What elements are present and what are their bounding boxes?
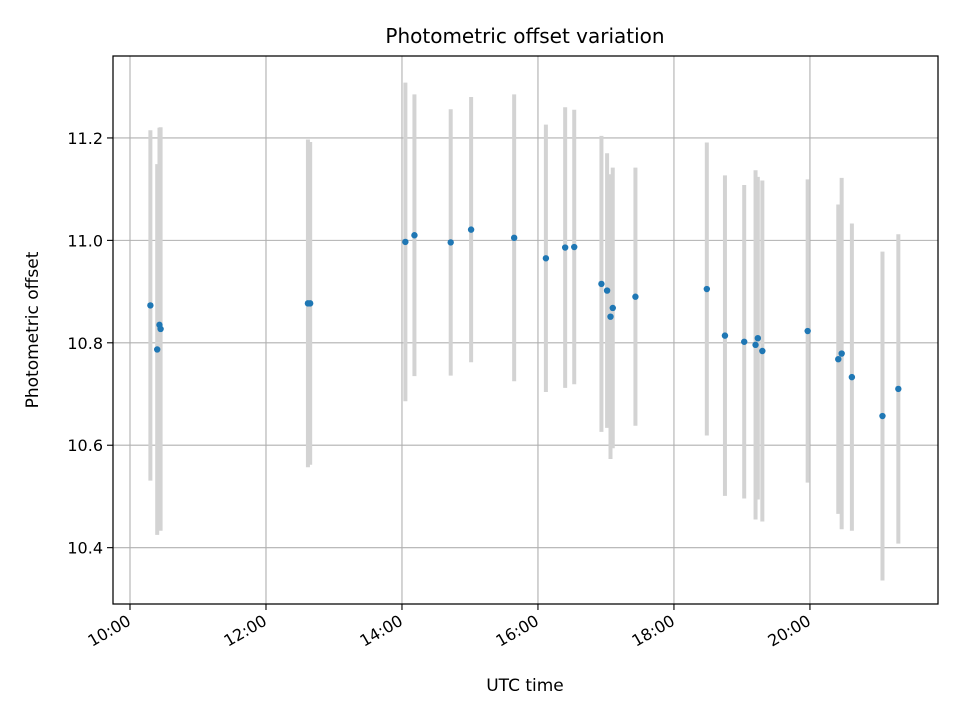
y-tick-label: 10.4: [67, 539, 103, 558]
data-point: [752, 341, 759, 349]
data-point: [759, 347, 766, 355]
y-tick-label: 11.0: [67, 231, 103, 250]
data-point: [402, 238, 409, 246]
y-axis-label: Photometric offset: [23, 251, 43, 408]
y-axis-ticks: 10.4 10.6 10.8 11.0 11.2: [67, 129, 113, 558]
data-point: [153, 346, 161, 353]
data-point: [804, 327, 811, 335]
data-point: [542, 255, 550, 262]
x-axis-label: UTC time: [486, 676, 564, 696]
data-point: [510, 234, 518, 242]
y-tick-label: 10.6: [67, 436, 103, 455]
data-point: [703, 285, 711, 293]
data-point: [561, 244, 569, 251]
data-point: [835, 355, 842, 363]
data-point: [632, 293, 639, 300]
data-point: [306, 300, 314, 307]
data-point: [838, 350, 845, 357]
y-tick-label: 11.2: [67, 129, 103, 148]
data-point: [467, 226, 475, 233]
data-point: [157, 325, 164, 333]
data-point: [447, 239, 454, 246]
data-point: [609, 304, 616, 312]
y-tick-label: 10.8: [67, 334, 103, 353]
plot-area-frame: [112, 55, 939, 605]
data-point: [741, 338, 748, 345]
data-point: [598, 280, 605, 288]
data-point: [879, 412, 886, 420]
data-point: [848, 373, 856, 381]
data-point: [721, 332, 729, 339]
data-points: [147, 226, 902, 420]
data-point: [147, 302, 154, 309]
data-point: [895, 385, 902, 393]
data-point: [571, 243, 578, 251]
data-point: [603, 287, 611, 294]
chart-title: Photometric offset variation: [385, 24, 664, 48]
data-point: [411, 232, 418, 239]
data-point: [607, 313, 614, 320]
data-point: [754, 334, 762, 342]
